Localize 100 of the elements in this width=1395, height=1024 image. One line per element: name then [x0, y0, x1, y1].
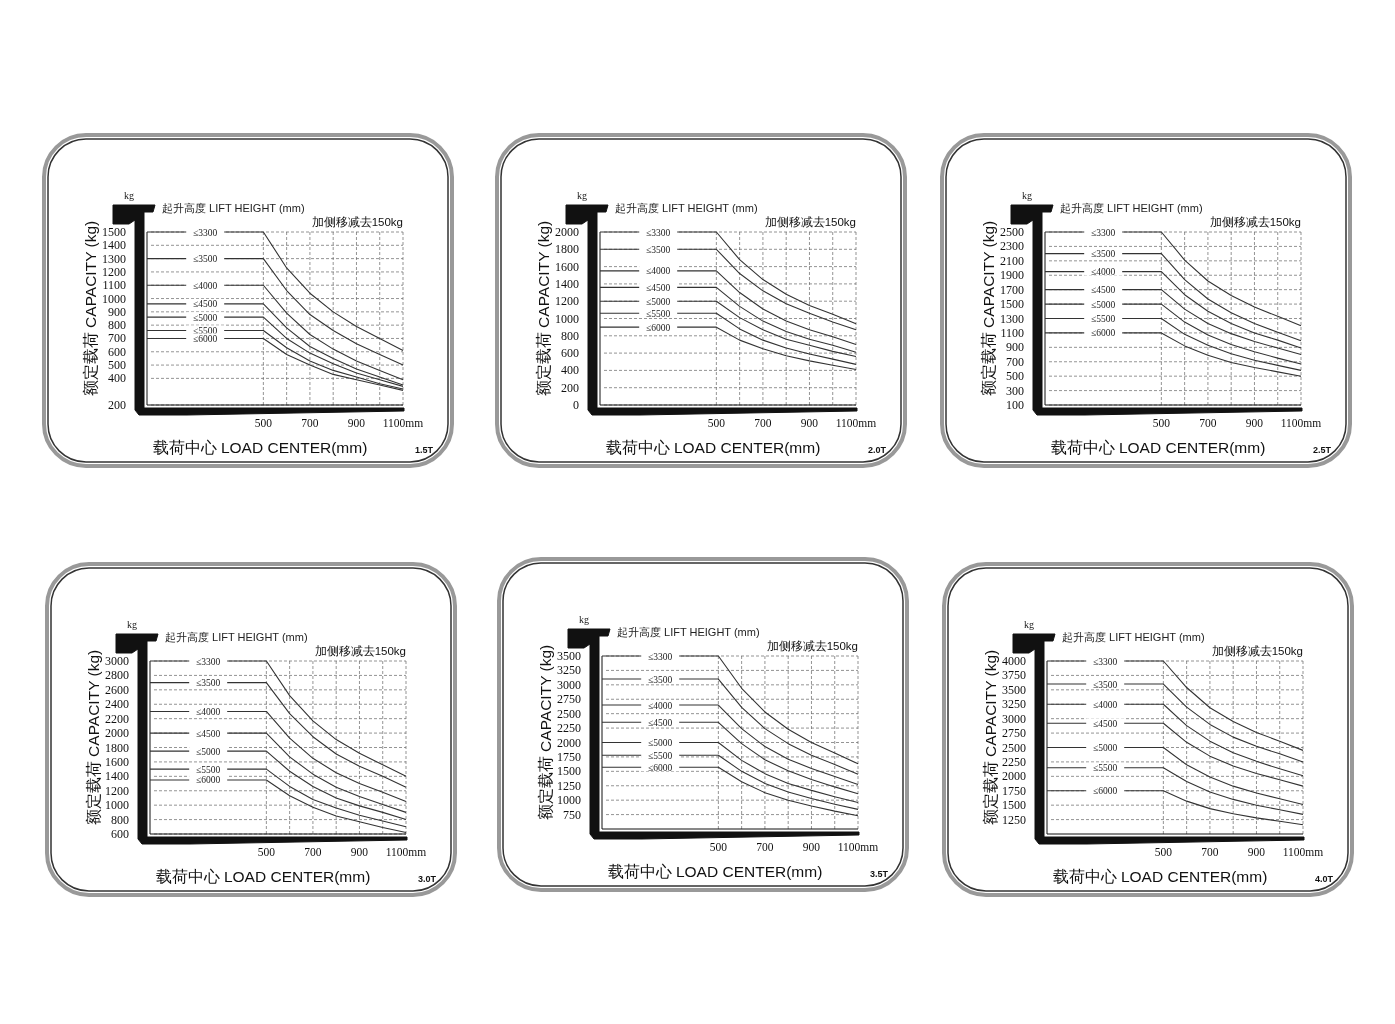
y-tick-label: 1400 — [105, 769, 129, 784]
legend-title: 起升高度 LIFT HEIGHT (mm) — [1062, 631, 1205, 643]
text: 加侧移减去150kg — [1211, 645, 1303, 657]
y-tick-label: 2800 — [105, 668, 129, 683]
y-tick-label: 3500 — [557, 649, 581, 663]
y-tick-label: 3750 — [1002, 668, 1026, 683]
series-label: ≤3300 — [648, 651, 673, 662]
x-axis-title: 载荷中心 LOAD CENTER(mm) — [155, 868, 371, 885]
x-tick-label: 900 — [1247, 846, 1266, 858]
y-tick-label: 1200 — [555, 294, 579, 309]
y-axis-title: 额定载荷 CAPACITY (kg) — [537, 644, 554, 821]
series-label: ≤4000 — [648, 700, 673, 711]
series-label: ≤3300 — [196, 656, 221, 667]
x-tick-label: 500 — [707, 417, 726, 429]
text: 2.0T — [868, 445, 887, 455]
y-tick-label: 2200 — [105, 711, 129, 726]
y-tick-label: 2000 — [557, 735, 581, 750]
x-tick-label: 900 — [1245, 417, 1264, 429]
series-label: ≤3300 — [1091, 227, 1116, 238]
y-tick-label: 2100 — [1000, 253, 1024, 268]
y-tick-label: 400 — [561, 363, 579, 378]
series-label: ≤5000 — [648, 738, 673, 748]
y-tick-label: 1000 — [102, 291, 126, 306]
series-label: ≤4000 — [196, 706, 221, 717]
series-label: ≤6000 — [196, 775, 221, 786]
y-tick-label: 1250 — [1002, 812, 1026, 827]
series-label: ≤3300 — [646, 227, 671, 238]
y-axis-title: 额定载荷 CAPACITY (kg) — [982, 649, 999, 826]
y-tick-label: 1300 — [102, 251, 126, 266]
x-tick-label: 1100mm — [1280, 417, 1322, 429]
y-tick-label: 2500 — [1002, 740, 1026, 755]
x-tick-label: 900 — [802, 841, 821, 853]
y-tick-label: 1750 — [557, 749, 581, 764]
y-tick-label: 800 — [111, 812, 129, 827]
y-tick-label: 2400 — [105, 697, 129, 712]
text: kg — [579, 614, 589, 625]
y-tick-label: 1200 — [102, 264, 126, 279]
text: kg — [124, 190, 134, 201]
series-label: ≤3500 — [646, 244, 671, 255]
text: 加侧移减去150kg — [314, 645, 406, 657]
x-tick-label: 900 — [800, 417, 819, 429]
x-tick-label: 1100mm — [837, 841, 879, 853]
series-label: ≤5500 — [646, 308, 671, 319]
x-tick-label: 700 — [1199, 417, 1217, 429]
y-tick-label: 1000 — [557, 793, 581, 808]
x-tick-label: 700 — [756, 841, 774, 853]
x-tick-label: 500 — [1152, 417, 1171, 429]
y-tick-label: 2000 — [555, 225, 579, 239]
text: kg — [127, 619, 137, 630]
y-tick-label: 1100 — [1000, 325, 1024, 340]
y-tick-label: 3250 — [557, 663, 581, 678]
y-tick-label: 2000 — [1002, 769, 1026, 784]
legend-title: 起升高度 LIFT HEIGHT (mm) — [165, 631, 308, 643]
y-tick-label: 1600 — [105, 754, 129, 769]
x-tick-label: 500 — [257, 846, 276, 858]
x-tick-label: 500 — [254, 417, 273, 429]
y-axis-title: 额定载荷 CAPACITY (kg) — [82, 220, 99, 397]
y-tick-label: 3500 — [1002, 682, 1026, 697]
y-tick-label: 2000 — [105, 726, 129, 741]
series-label: ≤4500 — [646, 282, 671, 293]
x-tick-label: 700 — [754, 417, 772, 429]
y-tick-label: 3250 — [1002, 697, 1026, 712]
x-tick-label: 1100mm — [385, 846, 427, 858]
y-tick-label: 4000 — [1002, 654, 1026, 668]
y-tick-label: 2750 — [557, 692, 581, 707]
text: kg — [1024, 619, 1034, 630]
y-tick-label: 2300 — [1000, 239, 1024, 254]
text: 3.0T — [418, 874, 437, 884]
y-tick-label: 3000 — [105, 654, 129, 668]
y-tick-label: 2500 — [1000, 225, 1024, 239]
y-tick-label: 100 — [1006, 398, 1024, 412]
y-tick-label: 750 — [563, 807, 581, 822]
y-tick-label: 2500 — [557, 706, 581, 721]
series-label: ≤3500 — [1093, 679, 1118, 690]
y-tick-label: 1500 — [1000, 297, 1024, 312]
series-label: ≤5000 — [193, 312, 218, 323]
y-tick-label: 2750 — [1002, 726, 1026, 741]
x-tick-label: 1100mm — [1282, 846, 1324, 858]
x-axis-title: 载荷中心 LOAD CENTER(mm) — [605, 439, 821, 456]
y-tick-label: 3000 — [1002, 711, 1026, 726]
series-label: ≤4000 — [1091, 267, 1116, 278]
legend-title: 起升高度 LIFT HEIGHT (mm) — [162, 202, 305, 214]
x-tick-label: 500 — [1154, 846, 1173, 858]
y-tick-label: 600 — [111, 827, 129, 841]
y-tick-label: 1500 — [1002, 798, 1026, 813]
y-tick-label: 1400 — [102, 238, 126, 253]
series-label: ≤3300 — [193, 227, 218, 238]
x-tick-label: 700 — [304, 846, 322, 858]
series-label: ≤3500 — [1091, 249, 1116, 260]
text: 3.5T — [870, 869, 889, 879]
y-tick-label: 1250 — [557, 778, 581, 793]
x-axis-title: 载荷中心 LOAD CENTER(mm) — [1052, 868, 1268, 885]
y-tick-label: 1100 — [102, 278, 126, 293]
text: 加侧移减去150kg — [311, 216, 403, 228]
y-tick-label: 1800 — [555, 242, 579, 257]
x-tick-label: 1100mm — [835, 417, 877, 429]
series-label: ≤5000 — [646, 296, 671, 307]
y-axis-title: 额定载荷 CAPACITY (kg) — [535, 220, 552, 397]
text: 加侧移减去150kg — [1209, 216, 1301, 228]
text: kg — [1022, 190, 1032, 201]
